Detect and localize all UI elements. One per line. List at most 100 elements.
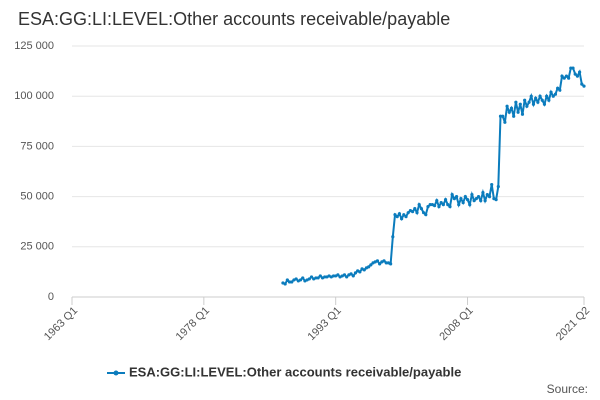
data-point	[301, 276, 305, 280]
x-tick-label: 2008 Q1	[437, 305, 475, 343]
data-point	[448, 205, 452, 209]
data-point	[461, 201, 465, 205]
y-tick-label: 50 000	[20, 191, 54, 203]
data-point	[556, 86, 560, 90]
data-point	[432, 204, 437, 208]
data-point	[582, 84, 586, 88]
data-point	[342, 273, 347, 277]
data-point	[575, 74, 580, 78]
data-point	[507, 110, 511, 114]
data-point	[362, 268, 366, 272]
data-point	[523, 98, 527, 102]
data-point	[290, 280, 294, 284]
y-tick-label: 125 000	[14, 40, 54, 52]
data-point	[395, 215, 399, 219]
data-point	[459, 197, 463, 201]
data-point	[307, 277, 311, 281]
data-point	[479, 199, 483, 203]
data-point	[331, 274, 336, 278]
data-point	[402, 213, 406, 217]
data-point	[560, 74, 564, 78]
data-point	[465, 198, 470, 202]
data-point	[349, 272, 353, 276]
data-point	[406, 211, 410, 215]
data-point	[525, 104, 529, 108]
data-point	[474, 197, 478, 201]
data-point	[428, 203, 432, 207]
data-point	[512, 114, 516, 118]
y-tick-label: 0	[48, 291, 54, 303]
data-point	[501, 114, 505, 118]
x-tick-label: 1993 Q1	[306, 305, 344, 343]
data-point	[529, 94, 533, 98]
x-tick-label: 2021 Q2	[554, 305, 592, 343]
data-point	[424, 213, 428, 217]
data-point	[298, 278, 303, 282]
x-tick-label: 1978 Q1	[174, 305, 212, 343]
data-point	[389, 262, 393, 266]
data-point	[509, 106, 514, 110]
data-point	[435, 199, 439, 203]
data-point	[437, 205, 441, 209]
data-point	[454, 195, 459, 199]
data-point	[516, 110, 520, 114]
data-point	[531, 102, 536, 106]
data-point	[534, 96, 538, 100]
data-point	[443, 198, 448, 202]
data-point	[542, 102, 547, 106]
data-point	[400, 217, 404, 221]
data-point	[571, 66, 575, 70]
data-point	[553, 92, 558, 96]
data-point	[345, 275, 349, 279]
data-point	[476, 195, 481, 199]
y-tick-label: 25 000	[20, 241, 54, 253]
data-point	[562, 76, 566, 80]
data-point	[369, 263, 373, 267]
data-point	[417, 203, 421, 207]
data-point	[580, 82, 584, 86]
data-point	[569, 66, 573, 70]
data-point	[536, 100, 540, 104]
data-point	[439, 201, 443, 205]
legend-marker	[113, 370, 119, 376]
data-point	[545, 94, 549, 98]
data-point	[518, 102, 522, 106]
data-point	[567, 76, 571, 80]
data-point	[391, 235, 395, 239]
data-point	[384, 261, 388, 265]
data-point	[487, 195, 492, 199]
data-point	[457, 203, 461, 207]
data-point	[351, 274, 355, 278]
source: Source:	[547, 382, 588, 396]
data-point	[393, 213, 397, 217]
data-point	[336, 273, 340, 277]
data-point	[404, 215, 408, 219]
data-point	[285, 278, 289, 282]
data-point	[426, 205, 430, 209]
data-point	[468, 203, 472, 207]
data-point	[470, 192, 474, 197]
data-point	[450, 192, 454, 197]
data-point	[549, 90, 553, 94]
data-point	[421, 211, 426, 215]
data-point	[367, 265, 371, 269]
data-point	[283, 282, 287, 286]
y-tick-label: 100 000	[14, 90, 54, 102]
data-point	[378, 262, 382, 266]
data-point	[323, 275, 327, 279]
data-point	[309, 275, 314, 279]
data-point	[375, 259, 380, 263]
data-point	[452, 197, 456, 201]
data-point	[505, 104, 509, 108]
chart-title: ESA:GG:LI:LEVEL:Other accounts receivabl…	[18, 9, 450, 29]
data-point	[358, 270, 362, 274]
data-point	[441, 203, 445, 207]
data-point	[578, 70, 582, 74]
data-point	[498, 114, 503, 118]
data-point	[490, 182, 494, 187]
data-point	[520, 112, 525, 116]
data-point	[547, 98, 551, 102]
data-point	[485, 192, 489, 197]
data-point	[353, 271, 358, 275]
